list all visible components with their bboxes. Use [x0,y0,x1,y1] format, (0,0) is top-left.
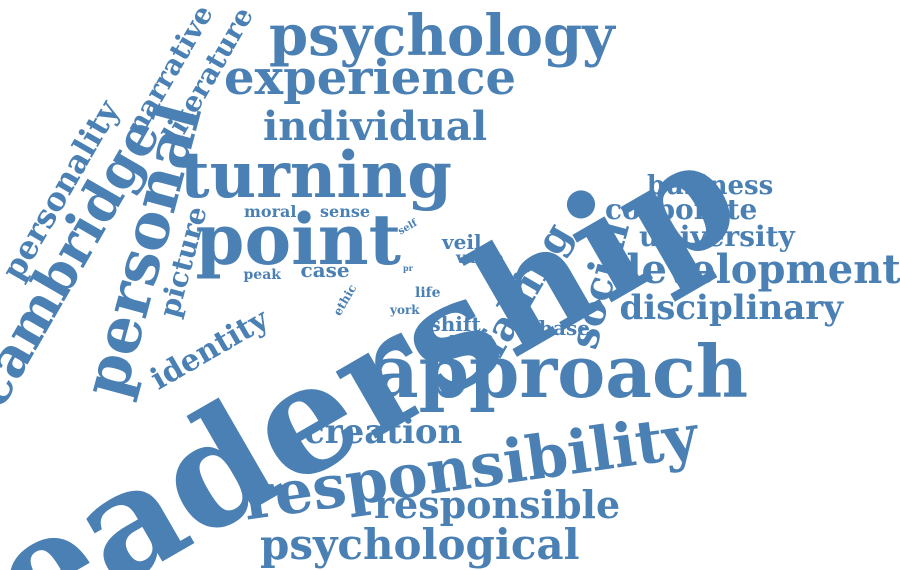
word-moral: moral [244,202,297,221]
word-phase: phase [524,316,590,340]
word-corporate: corporate [605,193,758,226]
word-business: business [647,171,774,201]
word-veil: veil [442,230,482,254]
word-sense: sense [320,202,371,221]
word-peak: peak [243,267,281,283]
word-value: value [456,248,504,267]
word-york: york [390,303,420,317]
word-creation: creation [304,412,463,452]
word-experience: experience [224,50,516,106]
word-individual: individual [263,103,488,150]
word-university: university [639,220,795,253]
word-case: case [300,258,350,282]
word-point: point [195,198,401,281]
word-pr: pr [403,263,413,273]
word-psychology: psychology [269,3,615,69]
word-life: life [415,285,441,301]
word-development: development [613,246,900,293]
word-approach: approach [372,329,749,414]
word-shift: shift [429,312,481,336]
word-article: article [427,331,493,352]
word-disciplinary: disciplinary [619,288,843,328]
word-turning: turning [180,138,452,213]
word-responsible: responsible [374,482,621,527]
word-psychological: psychological [260,520,580,569]
